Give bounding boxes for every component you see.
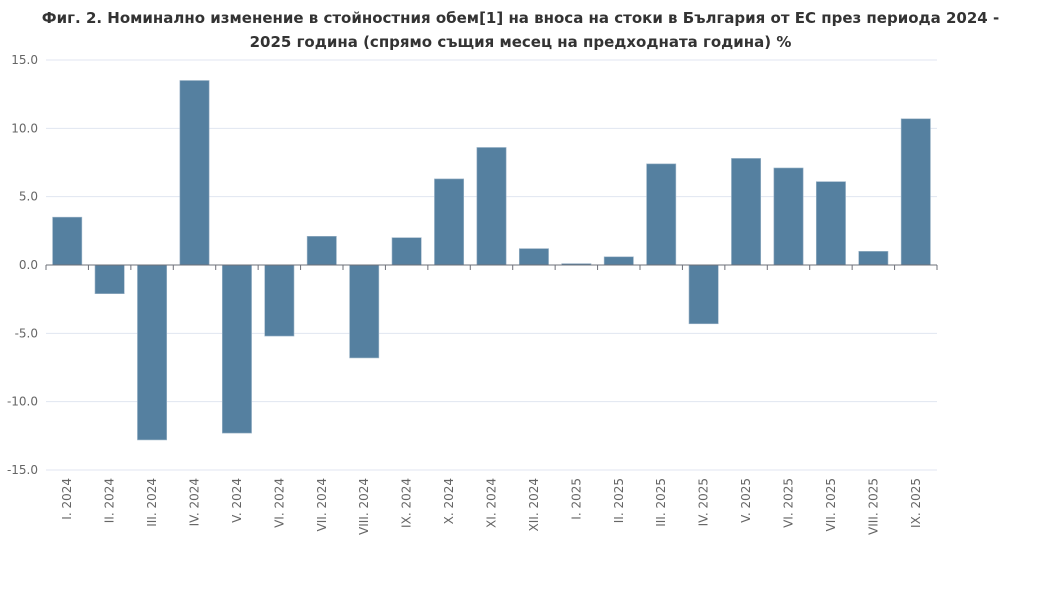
bar bbox=[434, 178, 465, 266]
x-tick-label: IV. 2024 bbox=[188, 478, 202, 526]
bar bbox=[94, 264, 125, 295]
y-tick-label: 10.0 bbox=[11, 121, 38, 135]
x-tick-label: V. 2025 bbox=[739, 478, 753, 523]
x-tick-label: VII. 2025 bbox=[824, 478, 838, 531]
y-tick-label: 5.0 bbox=[19, 190, 38, 204]
x-tick-label: XI. 2024 bbox=[485, 478, 499, 528]
y-tick-label: 15.0 bbox=[11, 53, 38, 67]
bar bbox=[52, 216, 83, 266]
bar bbox=[518, 248, 549, 266]
bar bbox=[349, 264, 380, 359]
bar bbox=[306, 236, 337, 266]
x-tick-label: I. 2025 bbox=[569, 478, 583, 520]
x-tick-label: IV. 2025 bbox=[697, 478, 711, 526]
bar bbox=[731, 158, 762, 266]
x-tick-label: VI. 2025 bbox=[782, 478, 796, 528]
y-tick-label: 0.0 bbox=[19, 258, 38, 272]
bar bbox=[815, 181, 846, 266]
bar bbox=[264, 264, 295, 337]
bar bbox=[646, 163, 677, 266]
x-tick-label: II. 2024 bbox=[103, 478, 117, 523]
title-line-1: Фиг. 2. Номинално изменение в стойностни… bbox=[41, 9, 1000, 27]
bar bbox=[900, 118, 931, 266]
bar bbox=[391, 237, 422, 266]
bar bbox=[858, 251, 889, 266]
y-tick-label: -10.0 bbox=[7, 395, 38, 409]
x-tick-label: VI. 2024 bbox=[272, 478, 286, 528]
y-tick-label: -5.0 bbox=[15, 326, 38, 340]
title-line-2: 2025 година (спрямо същия месец на предх… bbox=[249, 33, 792, 51]
x-tick-label: IX. 2024 bbox=[400, 478, 414, 528]
y-tick-label: -15.0 bbox=[7, 463, 38, 477]
chart-title: Фиг. 2. Номинално изменение в стойностни… bbox=[0, 6, 1041, 54]
x-tick-label: IX. 2025 bbox=[909, 478, 923, 528]
x-tick-label: I. 2024 bbox=[60, 478, 74, 520]
x-tick-label: X. 2024 bbox=[442, 478, 456, 524]
x-tick-label: III. 2024 bbox=[145, 478, 159, 527]
x-tick-label: VIII. 2024 bbox=[357, 478, 371, 535]
bar bbox=[688, 264, 719, 325]
x-tick-label: XII. 2024 bbox=[527, 478, 541, 531]
bar bbox=[773, 167, 804, 266]
bar bbox=[603, 256, 634, 266]
x-tick-label: VII. 2024 bbox=[315, 478, 329, 531]
x-tick-label: V. 2024 bbox=[230, 478, 244, 523]
x-tick-label: II. 2025 bbox=[612, 478, 626, 523]
bar bbox=[179, 80, 210, 266]
x-tick-label: III. 2025 bbox=[654, 478, 668, 527]
bar bbox=[221, 264, 252, 434]
x-tick-label: VIII. 2025 bbox=[866, 478, 880, 535]
bar bbox=[476, 147, 507, 266]
bar bbox=[137, 264, 168, 441]
